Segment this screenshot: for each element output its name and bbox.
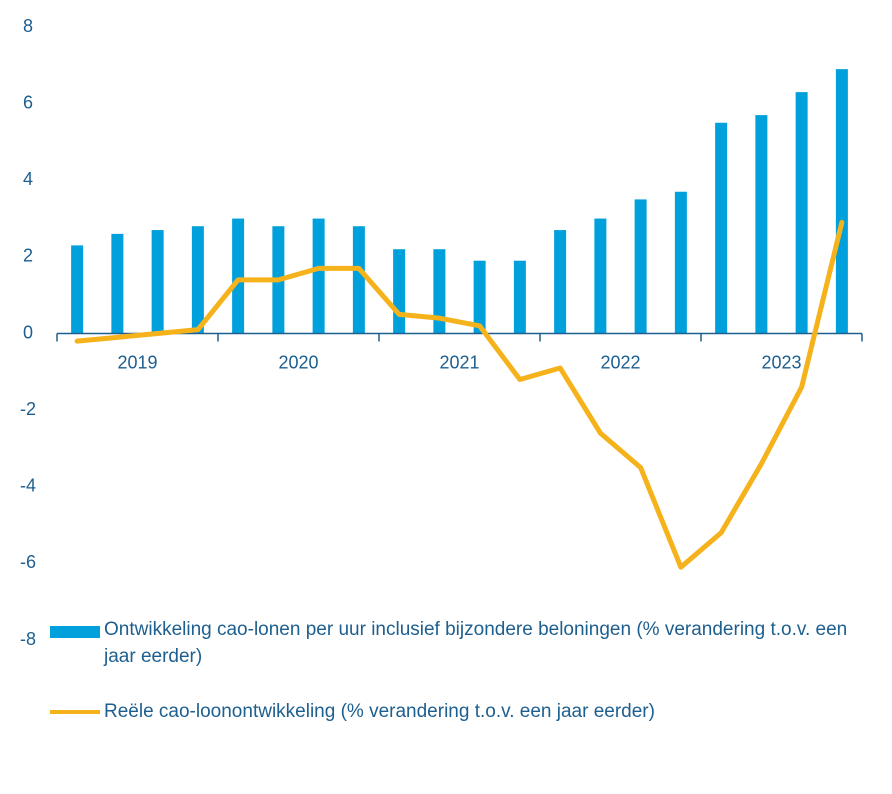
bar — [232, 218, 245, 334]
line — [74, 219, 845, 570]
bar — [473, 260, 486, 334]
y-tick-label: 0 — [23, 322, 33, 342]
legend-item: Reële cao-loonontwikkeling (% veranderin… — [50, 698, 890, 728]
x-tick-label: 2022 — [600, 352, 640, 372]
bar — [433, 249, 446, 334]
legend-item: Ontwikkeling cao-lonen per uur inclusief… — [50, 616, 890, 676]
bar — [674, 191, 687, 334]
x-tick-label: 2021 — [439, 352, 479, 372]
bar — [393, 249, 406, 334]
legend-label: Reële cao-loonontwikkeling (% veranderin… — [104, 701, 655, 722]
y-tick-label: 2 — [23, 246, 33, 266]
x-tick-label: 2020 — [278, 352, 318, 372]
bar — [513, 260, 526, 334]
bar — [755, 115, 768, 334]
y-tick-label: -8 — [20, 629, 36, 649]
bar — [71, 245, 84, 334]
legend-swatch — [50, 710, 100, 714]
bar — [312, 218, 325, 334]
bar — [634, 199, 647, 334]
y-tick-label: 4 — [23, 169, 33, 189]
bar — [352, 226, 365, 334]
bar — [795, 92, 808, 334]
legend-swatch — [50, 626, 100, 638]
y-tick-label: -2 — [20, 399, 36, 419]
y-tick-label: 8 — [23, 16, 33, 36]
y-tick-label: -4 — [20, 476, 36, 496]
bar — [554, 230, 567, 334]
bar — [111, 233, 124, 334]
bar — [151, 230, 164, 334]
y-tick-label: -6 — [20, 552, 36, 572]
x-tick-label: 2023 — [761, 352, 801, 372]
bar — [191, 226, 204, 334]
bar — [594, 218, 607, 334]
x-tick-label: 2019 — [117, 352, 157, 372]
legend-label: Ontwikkeling cao-lonen per uur inclusief… — [104, 619, 848, 667]
y-tick-label: 6 — [23, 92, 33, 112]
bar — [715, 122, 728, 334]
bar — [835, 69, 848, 334]
